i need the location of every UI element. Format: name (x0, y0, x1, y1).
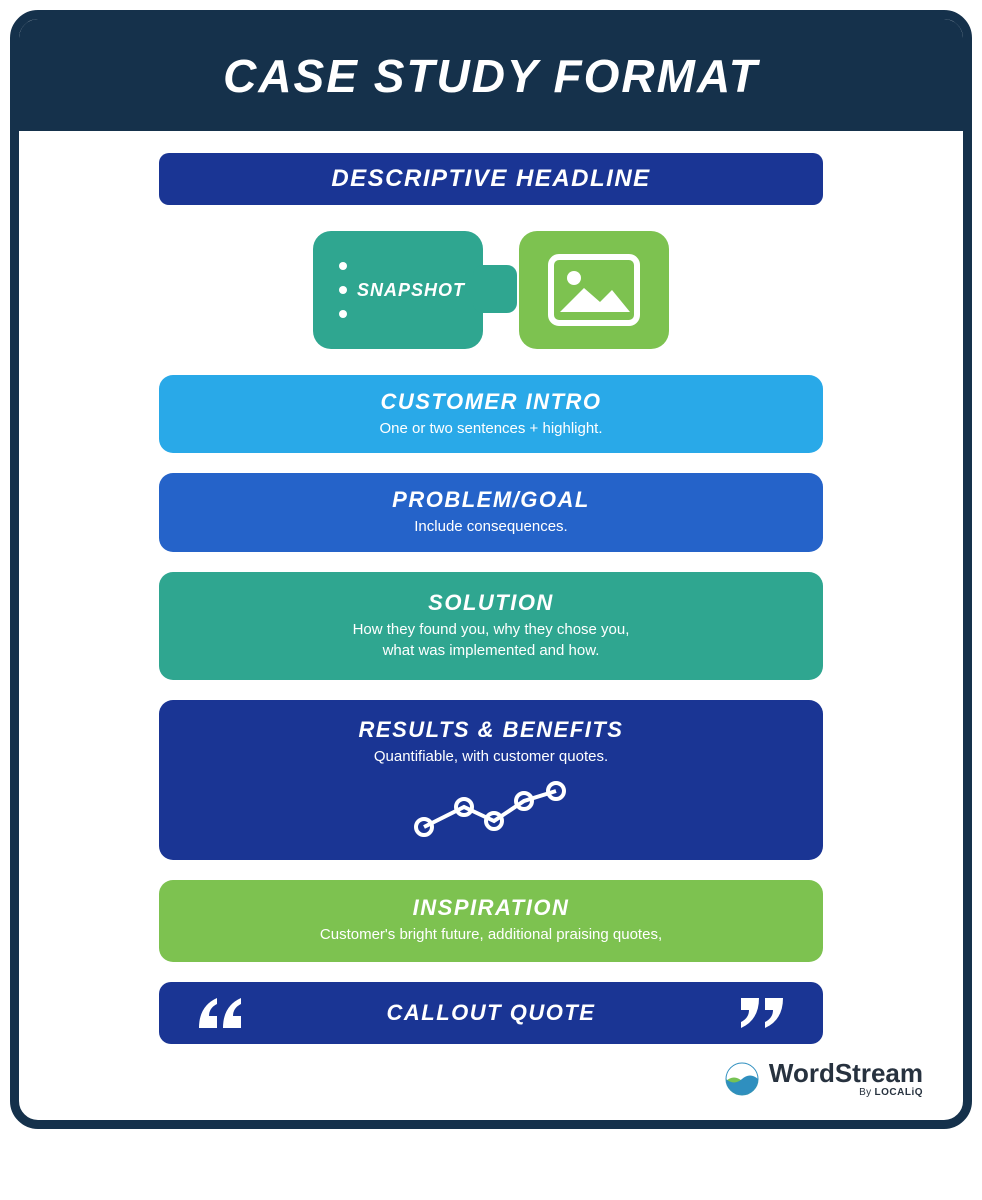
section-customer-intro: CUSTOMER INTRO One or two sentences + hig… (159, 375, 823, 453)
section-subtitle: Customer's bright future, additional pra… (179, 925, 803, 945)
logo-byline: By LOCALiQ (859, 1088, 923, 1098)
section-subtitle: Include consequences. (179, 517, 803, 537)
logo-brand: WordStream (769, 1060, 923, 1086)
section-subtitle: How they found you, why they chose you, … (179, 620, 803, 661)
quote-close-icon (739, 998, 783, 1028)
callout-label: CALLOUT QUOTE (387, 1000, 596, 1026)
headline-label: DESCRIPTIVE HEADLINE (179, 165, 803, 193)
section-solution: SOLUTION How they found you, why they cho… (159, 572, 823, 680)
headline-pill: DESCRIPTIVE HEADLINE (159, 153, 823, 205)
infographic-body: DESCRIPTIVE HEADLINE SNAPSHOT CUSTOMER I… (19, 131, 963, 1054)
infographic-frame: CASE STUDY FORMAT DESCRIPTIVE HEADLINE S… (10, 10, 972, 1129)
section-title: RESULTS & BENEFITS (179, 717, 803, 743)
section-title: SOLUTION (179, 590, 803, 616)
section-title: INSPIRATION (179, 895, 803, 921)
header-title: CASE STUDY FORMAT (223, 50, 759, 102)
section-subtitle: Quantifiable, with customer quotes. (179, 747, 803, 767)
callout-quote: CALLOUT QUOTE (159, 982, 823, 1044)
section-title: PROBLEM/GOAL (179, 487, 803, 513)
quote-open-icon (199, 998, 243, 1028)
snapshot-row: SNAPSHOT (313, 231, 669, 349)
line-chart-icon (179, 777, 803, 842)
logo-mark-icon (725, 1062, 759, 1096)
wordstream-logo: WordStream By LOCALiQ (725, 1060, 923, 1098)
header-bar: CASE STUDY FORMAT (19, 19, 963, 131)
section-results: RESULTS & BENEFITS Quantifiable, with cus… (159, 700, 823, 860)
footer: WordStream By LOCALiQ (19, 1054, 963, 1120)
section-subtitle: One or two sentences + highlight. (179, 419, 803, 439)
section-inspiration: INSPIRATION Customer's bright future, add… (159, 880, 823, 962)
section-problem-goal: PROBLEM/GOAL Include consequences. (159, 473, 823, 551)
snapshot-bullets (339, 262, 347, 318)
snapshot-card: SNAPSHOT (313, 231, 483, 349)
snapshot-tab (473, 265, 517, 313)
section-title: CUSTOMER INTRO (179, 389, 803, 415)
snapshot-label: SNAPSHOT (357, 280, 465, 301)
logo-text: WordStream By LOCALiQ (769, 1060, 923, 1098)
image-placeholder-card (519, 231, 669, 349)
image-icon (548, 254, 640, 326)
